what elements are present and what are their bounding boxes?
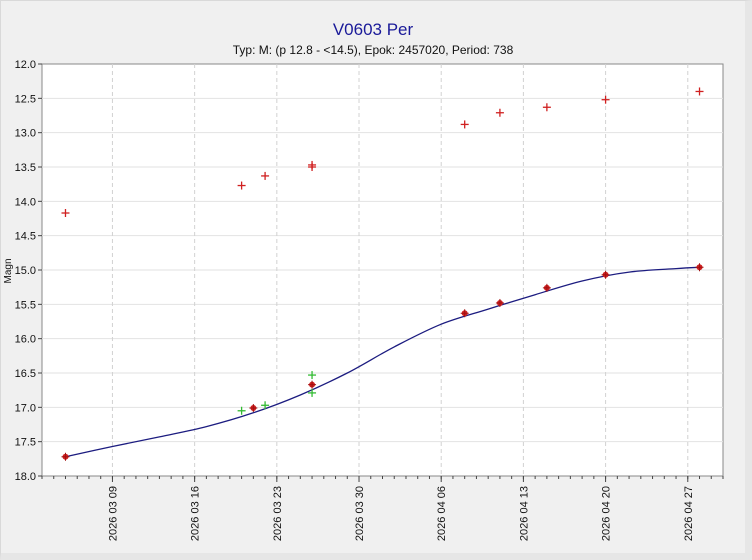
y-tick-label: 12.5 bbox=[15, 93, 36, 105]
red-dot-point bbox=[308, 380, 317, 389]
x-tick-label: 2026 04 20 bbox=[601, 486, 613, 541]
red-plus-point bbox=[308, 163, 317, 171]
green-plus-point bbox=[237, 406, 246, 415]
green-plus-point bbox=[261, 401, 270, 410]
y-tick-label: 17.0 bbox=[15, 402, 36, 414]
red-dot-point bbox=[495, 298, 504, 307]
y-tick-label: 15.0 bbox=[15, 265, 36, 277]
red-plus-point bbox=[61, 209, 70, 218]
green-plus-point bbox=[308, 388, 317, 397]
red-plus-point bbox=[695, 87, 704, 96]
x-axis: 2026 03 09 2026 03 16 2026 03 23 2026 03 30… bbox=[41, 476, 724, 541]
x-tick-label: 2026 03 16 bbox=[190, 486, 202, 541]
red-plus-point bbox=[601, 95, 610, 104]
y-axis-label: Magn bbox=[3, 258, 14, 283]
y-tick-label: 14.5 bbox=[15, 231, 36, 243]
y-tick-label: 13.0 bbox=[15, 128, 36, 140]
fitted-curve-line bbox=[65, 266, 700, 458]
red-plus-point bbox=[542, 103, 551, 112]
x-tick-label: 2026 03 30 bbox=[354, 486, 366, 541]
red-dot-point bbox=[542, 283, 551, 292]
x-tick-label: 2026 04 06 bbox=[436, 486, 448, 541]
chart-subtitle: Typ: M: (p 12.8 - <14.5), Epok: 2457020,… bbox=[233, 43, 514, 57]
y-tick-label: 14.0 bbox=[15, 196, 36, 208]
y-tick-label: 13.5 bbox=[15, 162, 36, 174]
y-tick-label: 16.0 bbox=[15, 334, 36, 346]
red-dot-point bbox=[695, 263, 704, 272]
red-plus-point bbox=[261, 171, 270, 180]
y-tick-label: 17.5 bbox=[15, 437, 36, 449]
x-tick-label: 2026 03 09 bbox=[107, 486, 119, 541]
red-dot-point bbox=[249, 404, 258, 413]
y-tick-label: 12.0 bbox=[15, 59, 36, 71]
chart-title: V0603 Per bbox=[333, 20, 414, 39]
green-plus-point bbox=[308, 371, 317, 380]
data-points-layer bbox=[61, 87, 704, 461]
x-tick-label: 2026 03 23 bbox=[272, 486, 284, 541]
red-dot-point bbox=[460, 309, 469, 318]
red-dot-point bbox=[61, 452, 70, 461]
y-tick-label: 15.5 bbox=[15, 299, 36, 311]
grid-lines bbox=[42, 64, 723, 476]
y-tick-label: 16.5 bbox=[15, 368, 36, 380]
x-tick-label: 2026 04 27 bbox=[683, 486, 695, 541]
light-curve-chart: V0603 Per Typ: M: (p 12.8 - <14.5), Epok… bbox=[3, 20, 724, 541]
red-plus-point bbox=[237, 181, 246, 190]
red-plus-point bbox=[495, 108, 504, 117]
y-tick-label: 18.0 bbox=[15, 471, 36, 483]
x-tick-label: 2026 04 13 bbox=[518, 486, 530, 541]
red-dot-point bbox=[601, 270, 610, 279]
red-plus-point bbox=[460, 120, 469, 129]
fitted-curve-layer bbox=[65, 266, 700, 458]
y-axis: 12.0 12.5 13.0 13.5 14.0 14.5 15.0 15.5 16.0 16.5… bbox=[15, 59, 42, 483]
